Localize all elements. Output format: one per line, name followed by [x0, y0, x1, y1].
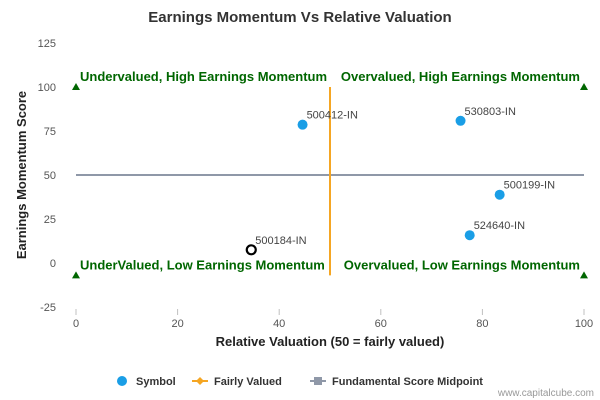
y-axis-ticks: -25 0 25 50 75 100 125 — [38, 38, 56, 314]
y-axis-label: Earnings Momentum Score — [14, 91, 29, 259]
y-tick-label: 0 — [50, 258, 56, 270]
data-point-label: 500184-IN — [255, 235, 306, 247]
legend-item-label: Symbol — [136, 376, 176, 388]
x-axis-label: Relative Valuation (50 = fairly valued) — [216, 334, 445, 349]
y-tick-label: -25 — [40, 302, 56, 314]
corner-triangle-marker — [72, 271, 80, 279]
quadrant-label: Overvalued, High Earnings Momentum — [341, 69, 580, 84]
x-tick-label: 60 — [375, 318, 387, 330]
corner-markers — [72, 83, 588, 279]
data-point-label: 530803-IN — [465, 106, 516, 118]
corner-triangle-marker — [580, 83, 588, 90]
chart-title: Earnings Momentum Vs Relative Valuation — [148, 9, 451, 26]
legend-square-marker — [314, 377, 322, 385]
data-point — [297, 119, 308, 130]
y-tick-label: 100 — [38, 82, 56, 94]
legend-item-label: Fundamental Score Midpoint — [332, 376, 483, 388]
y-tick-label: 25 — [44, 214, 56, 226]
x-axis-ticks: 0 20 40 60 80 100 — [73, 309, 593, 330]
legend-item-label: Fairly Valued — [214, 376, 282, 388]
y-tick-label: 125 — [38, 38, 56, 50]
quadrant-labels: Undervalued, High Earnings Momentum Overv… — [80, 69, 580, 272]
data-point — [455, 115, 466, 126]
x-tick-label: 40 — [273, 318, 285, 330]
x-tick-label: 20 — [171, 318, 183, 330]
data-point — [494, 189, 505, 200]
data-point-label: 500412-IN — [307, 110, 358, 122]
x-tick-label: 0 — [73, 318, 79, 330]
y-tick-label: 50 — [44, 170, 56, 182]
data-points: 500412-IN 530803-IN 500199-IN 524640-IN 5001… — [245, 106, 555, 256]
reference-lines — [76, 87, 584, 276]
data-point-label: 500199-IN — [504, 180, 555, 192]
data-point — [245, 244, 257, 256]
corner-triangle-marker — [72, 83, 80, 90]
x-tick-label: 80 — [476, 318, 488, 330]
data-point-label: 524640-IN — [474, 220, 525, 232]
y-tick-label: 75 — [44, 126, 56, 138]
legend-diamond-marker — [196, 377, 204, 385]
quadrant-label: Overvalued, Low Earnings Momentum — [344, 257, 580, 272]
quadrant-label: UnderValued, Low Earnings Momentum — [80, 257, 325, 272]
legend-symbol-marker — [117, 376, 127, 386]
data-point — [464, 230, 475, 241]
credit-text: www.capitalcube.com — [497, 388, 594, 399]
corner-triangle-marker — [580, 271, 588, 279]
x-tick-label: 100 — [575, 318, 593, 330]
quadrant-label: Undervalued, High Earnings Momentum — [80, 69, 327, 84]
legend: Symbol Fairly Valued Fundamental Score Mid… — [117, 376, 483, 388]
